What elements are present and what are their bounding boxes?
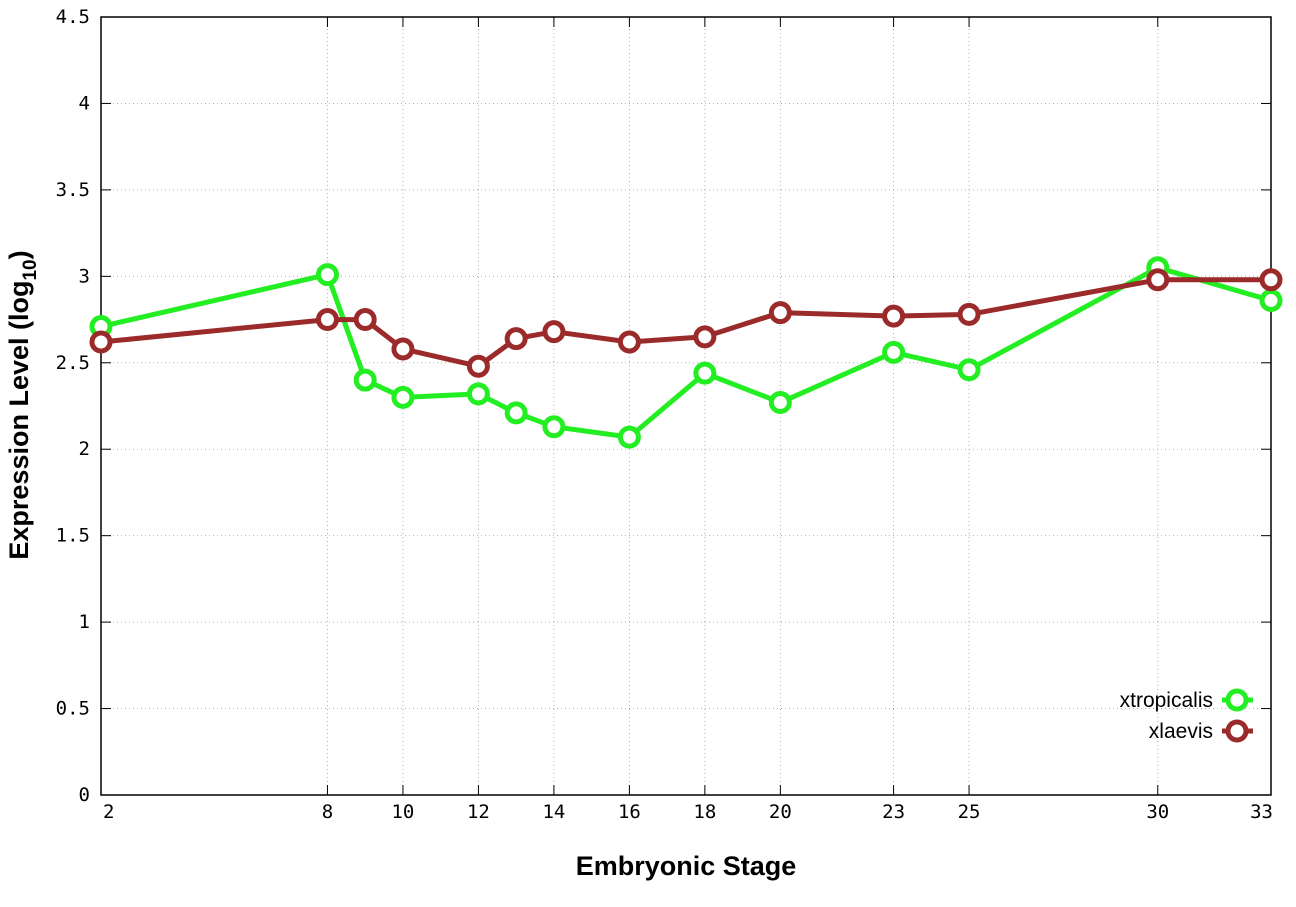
y-axis-title-main: Expression Level (log bbox=[4, 281, 34, 560]
data-point bbox=[466, 382, 490, 406]
data-point bbox=[617, 425, 641, 449]
data-point bbox=[391, 385, 415, 409]
y-tick-label: 4.5 bbox=[56, 6, 90, 28]
series-xtropicalis bbox=[89, 256, 1283, 449]
data-point bbox=[315, 263, 339, 287]
y-tick-label: 2.5 bbox=[56, 352, 90, 374]
data-point bbox=[353, 368, 377, 392]
data-point bbox=[391, 337, 415, 361]
data-point bbox=[353, 308, 377, 332]
x-tick-label: 33 bbox=[1250, 801, 1273, 823]
grid-lines bbox=[101, 17, 1271, 795]
data-point bbox=[882, 340, 906, 364]
series-layer bbox=[89, 256, 1283, 449]
data-point bbox=[1259, 289, 1283, 313]
x-tick-label: 18 bbox=[693, 801, 716, 823]
legend-label: xtropicalis bbox=[1120, 689, 1213, 712]
y-tick-label: 3 bbox=[79, 265, 90, 287]
x-tick-label: 30 bbox=[1146, 801, 1169, 823]
series-xlaevis bbox=[89, 268, 1283, 378]
data-point bbox=[315, 308, 339, 332]
plot-frame bbox=[100, 16, 1272, 796]
x-tick-label: 20 bbox=[769, 801, 792, 823]
axis-ticks: 0 0.5 1 1.5 2 2.5 3 3.5 4 4.5 2 8 10 12 14 16 18 20 23 25 30… bbox=[56, 6, 1273, 823]
data-point bbox=[768, 391, 792, 415]
x-tick-label: 8 bbox=[322, 801, 333, 823]
legend-marker bbox=[1225, 688, 1249, 712]
data-point bbox=[466, 354, 490, 378]
x-tick-label: 25 bbox=[958, 801, 981, 823]
x-tick-label: 16 bbox=[618, 801, 641, 823]
y-tick-label: 2 bbox=[79, 438, 90, 460]
x-tick-label: 14 bbox=[542, 801, 565, 823]
y-tick-label: 0 bbox=[79, 784, 90, 806]
legend: xtropicalis xlaevis bbox=[1120, 688, 1253, 743]
data-point bbox=[957, 358, 981, 382]
data-point bbox=[693, 325, 717, 349]
y-tick-label: 1.5 bbox=[56, 525, 90, 547]
data-point bbox=[957, 302, 981, 326]
y-tick-label: 1 bbox=[79, 611, 90, 633]
x-tick-label: 12 bbox=[467, 801, 490, 823]
y-tick-label: 4 bbox=[79, 92, 90, 114]
data-point bbox=[693, 361, 717, 385]
series-line bbox=[100, 277, 1271, 369]
data-point bbox=[504, 401, 528, 425]
data-point bbox=[542, 320, 566, 344]
data-point bbox=[768, 301, 792, 325]
y-tick-label: 3.5 bbox=[56, 179, 90, 201]
data-point bbox=[882, 304, 906, 328]
data-point bbox=[89, 330, 113, 354]
data-point bbox=[504, 327, 528, 351]
y-tick-label: 0.5 bbox=[56, 698, 90, 720]
y-axis-title: Expression Level (log10) bbox=[4, 250, 41, 559]
legend-label: xlaevis bbox=[1149, 720, 1213, 743]
legend-marker bbox=[1225, 719, 1249, 743]
x-tick-label: 2 bbox=[103, 801, 114, 823]
x-axis-title: Embryonic Stage bbox=[576, 851, 797, 881]
data-point bbox=[1146, 268, 1170, 292]
x-tick-label: 10 bbox=[391, 801, 414, 823]
y-axis-title-sub: 10 bbox=[20, 259, 41, 280]
data-point bbox=[1259, 268, 1283, 292]
data-point bbox=[617, 330, 641, 354]
y-axis-title-close: ) bbox=[4, 250, 34, 259]
data-point bbox=[542, 415, 566, 439]
x-tick-label: 23 bbox=[882, 801, 905, 823]
